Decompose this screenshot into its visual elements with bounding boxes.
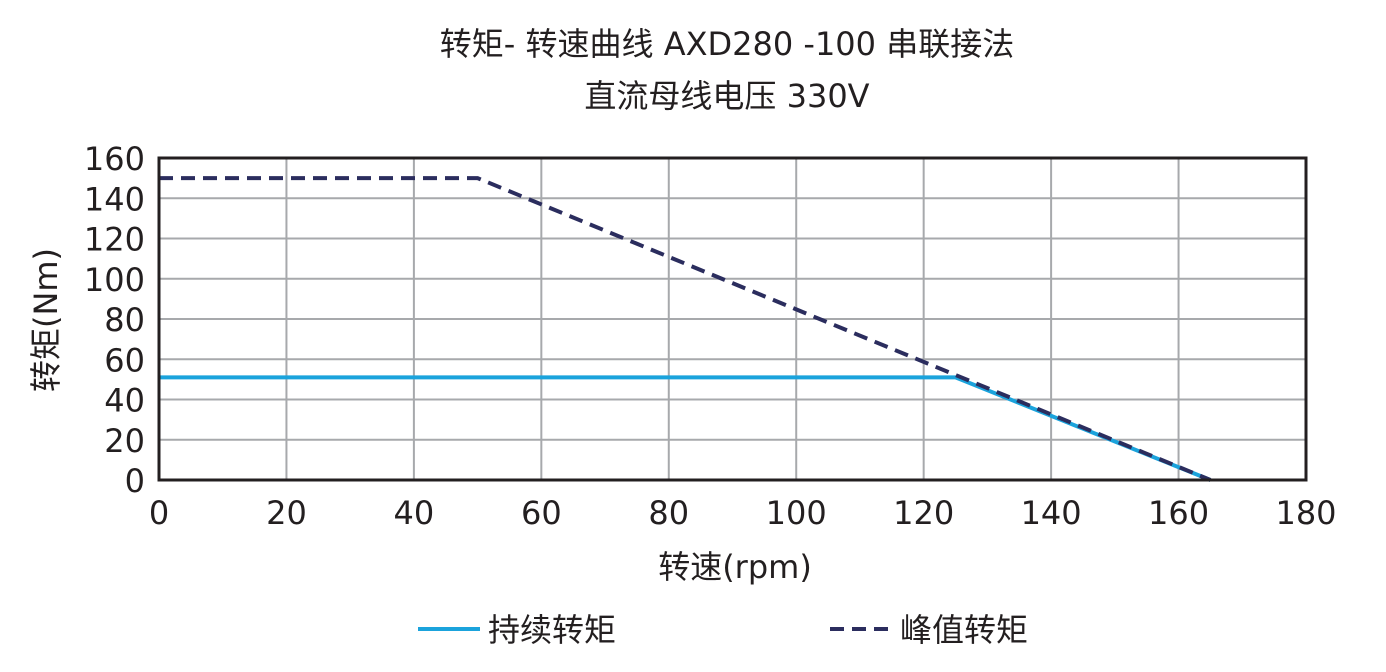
x-tick-label: 40 — [394, 494, 435, 532]
y-tick-label: 80 — [104, 301, 145, 339]
legend: 持续转矩 峰值转矩 — [418, 611, 1028, 649]
y-tick-label: 140 — [84, 180, 145, 218]
legend-label: 持续转矩 — [488, 611, 616, 649]
y-tick-label: 160 — [84, 140, 145, 178]
x-tick-label: 100 — [766, 494, 827, 532]
x-tick-label: 120 — [893, 494, 954, 532]
series-group — [159, 176, 1212, 482]
y-tick-label: 100 — [84, 261, 145, 299]
chart-subtitle: 直流母线电压 330V — [584, 77, 869, 115]
legend-label: 峰值转矩 — [900, 611, 1028, 649]
series-line-1 — [159, 375, 1212, 482]
ticks: 0 20 40 60 80 100 120 140 160 1800204060801001201… — [84, 140, 1337, 532]
x-tick-label: 180 — [1275, 494, 1336, 532]
x-tick-label: 0 — [149, 494, 169, 532]
x-tick-label: 140 — [1021, 494, 1082, 532]
plot-frame — [157, 156, 1308, 482]
y-axis-label: 转矩(Nm) — [27, 248, 65, 392]
x-tick-label: 80 — [648, 494, 689, 532]
y-tick-label: 20 — [104, 422, 145, 460]
x-tick-label: 60 — [521, 494, 562, 532]
y-tick-label: 60 — [104, 341, 145, 379]
x-axis-label: 转速(rpm) — [658, 548, 812, 586]
grid — [158, 157, 1307, 481]
chart-title: 转矩- 转速曲线 AXD280 -100 串联接法 — [440, 25, 1014, 63]
x-tick-label: 160 — [1148, 494, 1209, 532]
y-tick-label: 120 — [84, 221, 145, 259]
x-tick-label: 20 — [266, 494, 307, 532]
y-tick-label: 40 — [104, 382, 145, 420]
series-line-2 — [159, 176, 1212, 482]
y-tick-label: 0 — [125, 462, 145, 500]
